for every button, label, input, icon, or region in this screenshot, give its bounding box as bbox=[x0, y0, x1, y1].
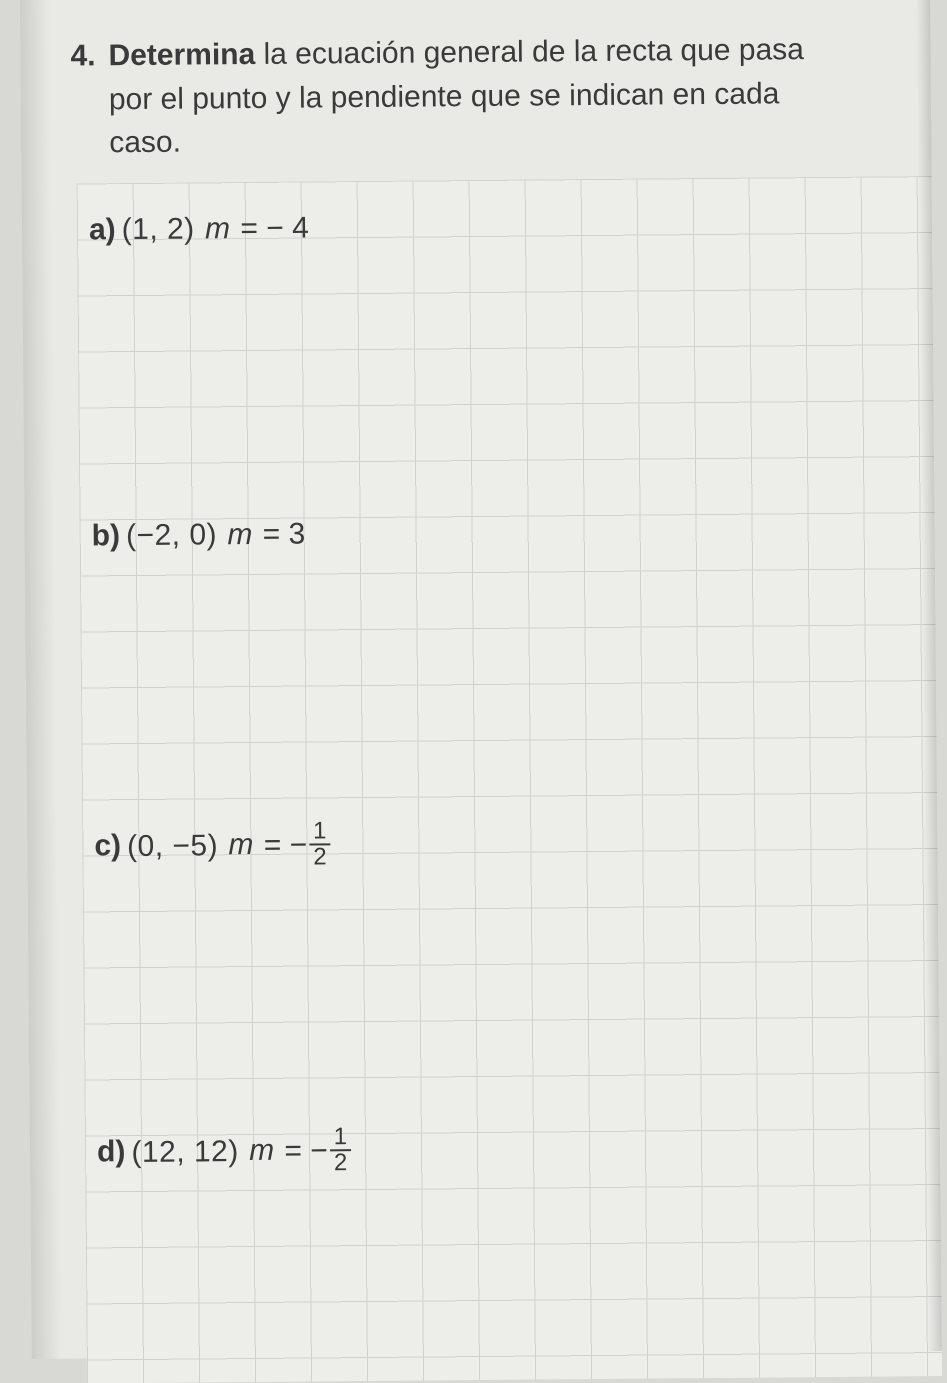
problem-point: (1, 2) bbox=[122, 212, 195, 246]
grid-lines bbox=[77, 176, 942, 1383]
problem-neg: − bbox=[310, 1134, 328, 1167]
problem-equals: = bbox=[254, 517, 288, 550]
question-text-1: la ecuación general de la recta que pasa bbox=[255, 33, 804, 71]
fraction-denominator: 2 bbox=[309, 845, 331, 869]
problem-point: (12, 12) bbox=[131, 1135, 239, 1169]
problem-var: m bbox=[228, 828, 253, 861]
worksheet-page: 4.Determina la ecuación general de la re… bbox=[20, 0, 942, 1359]
problem-equals: = bbox=[276, 1134, 310, 1167]
problem-equals: = bbox=[232, 211, 266, 244]
question-bold-word: Determina bbox=[108, 38, 255, 72]
question-line3: caso. bbox=[71, 114, 886, 165]
problem-var: m bbox=[205, 212, 230, 245]
problem-value: − 4 bbox=[266, 211, 309, 244]
problem-neg: − bbox=[290, 828, 308, 861]
problem-b: b)(−2, 0) m = 3 bbox=[92, 517, 306, 553]
problem-letter: b) bbox=[92, 519, 121, 552]
problem-value: 3 bbox=[288, 517, 305, 550]
question-line2: por el punto y la pendiente que se indic… bbox=[71, 71, 886, 122]
problem-letter: d) bbox=[97, 1136, 126, 1169]
problem-point: (−2, 0) bbox=[126, 518, 217, 552]
problem-fraction: 12 bbox=[330, 1125, 352, 1175]
problem-var: m bbox=[227, 517, 252, 550]
problem-d: d)(12, 12) m = −12 bbox=[97, 1127, 352, 1179]
answer-grid-area: a)(1, 2) m = − 4 b)(−2, 0) m = 3 c)(0, −5)… bbox=[77, 176, 942, 1383]
question-line1: 4.Determina la ecuación general de la re… bbox=[70, 27, 885, 78]
problem-fraction: 12 bbox=[309, 819, 331, 869]
fraction-denominator: 2 bbox=[330, 1151, 352, 1175]
question-number: 4. bbox=[70, 34, 108, 78]
problem-var: m bbox=[249, 1134, 274, 1167]
problem-equals: = bbox=[255, 828, 289, 861]
problem-letter: c) bbox=[94, 830, 121, 863]
fraction-numerator: 1 bbox=[330, 1125, 352, 1151]
problem-point: (0, −5) bbox=[127, 829, 218, 863]
question-header: 4.Determina la ecuación general de la re… bbox=[20, 0, 931, 175]
problem-letter: a) bbox=[89, 213, 116, 246]
fraction-numerator: 1 bbox=[309, 819, 331, 845]
problem-a: a)(1, 2) m = − 4 bbox=[89, 211, 309, 247]
page-shadow-left bbox=[20, 0, 62, 1359]
problem-c: c)(0, −5) m = −12 bbox=[94, 821, 331, 873]
